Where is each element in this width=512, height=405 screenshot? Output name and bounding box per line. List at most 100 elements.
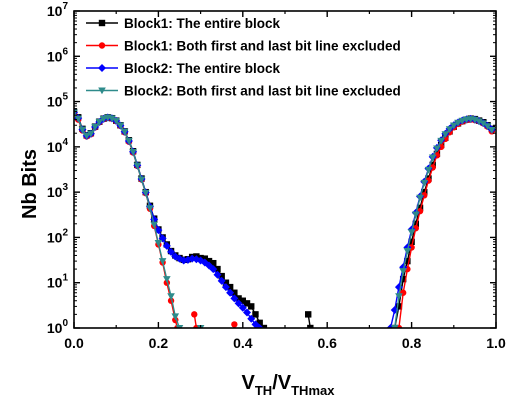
- series-3: [74, 108, 496, 328]
- x-tick-label: 0.8: [402, 335, 422, 351]
- data-point: [183, 255, 192, 264]
- data-point: [307, 324, 314, 328]
- data-point: [167, 247, 176, 256]
- data-point: [158, 258, 167, 265]
- data-point: [163, 276, 171, 283]
- series-line: [394, 117, 493, 328]
- y-tick-label: 104: [47, 137, 69, 155]
- x-axis-title: VTH/VTHmax: [242, 372, 336, 398]
- data-point: [407, 229, 416, 237]
- y-tick-label: 101: [47, 273, 69, 291]
- x-axis-title-mid: /V: [272, 372, 292, 394]
- data-point: [78, 126, 87, 134]
- x-axis-title-sub2: THmax: [291, 383, 335, 398]
- legend-marker: [98, 87, 106, 95]
- data-point: [428, 154, 437, 162]
- legend-item-2: Block1: Both first and last bit line exc…: [86, 39, 401, 54]
- data-point: [247, 314, 256, 323]
- x-tick-label: 0.4: [233, 335, 253, 351]
- data-point: [416, 204, 424, 212]
- data-point: [256, 319, 263, 327]
- data-point: [454, 119, 462, 127]
- x-tick-label: 1.0: [486, 335, 506, 351]
- y-tick-label: 103: [47, 182, 69, 200]
- data-point: [210, 259, 217, 267]
- legend-label: Block1: Both first and last bit line exc…: [124, 39, 401, 54]
- data-point: [74, 115, 83, 123]
- series-1: [74, 108, 495, 328]
- legend-item-4: Block2: Both first and last bit line exc…: [86, 84, 401, 99]
- legend-label: Block1: The entire block: [124, 16, 281, 31]
- data-point: [450, 122, 458, 130]
- data-point: [251, 320, 260, 328]
- legend-marker: [98, 42, 106, 49]
- data-point: [238, 303, 247, 312]
- series-4: [74, 109, 496, 328]
- data-point: [150, 221, 158, 229]
- data-point: [487, 127, 496, 134]
- data-point: [441, 131, 450, 139]
- data-point: [433, 145, 441, 153]
- y-tick-label: 107: [47, 1, 69, 19]
- y-tick-label: 102: [47, 227, 69, 245]
- data-point: [129, 148, 137, 156]
- data-point: [95, 118, 104, 126]
- legend-item-3: Block2: The entire block: [86, 61, 281, 76]
- data-point: [239, 297, 246, 304]
- y-tick-label: 100: [47, 318, 69, 336]
- data-point: [437, 137, 445, 145]
- data-point: [162, 241, 171, 250]
- series-line: [389, 118, 493, 328]
- data-point: [479, 120, 488, 128]
- axes-layer: 0.0 0.2 0.4 0.6 0.8 1.0 100 101 102 103 104 105 106 1…: [47, 1, 506, 351]
- x-axis-title-main: V: [242, 372, 256, 394]
- data-point: [141, 189, 150, 197]
- data-point: [217, 276, 226, 285]
- x-tick-label: 0.6: [317, 335, 337, 351]
- data-point: [416, 194, 424, 202]
- data-point: [235, 295, 242, 302]
- data-point: [234, 299, 243, 308]
- legend-item-1: Block1: The entire block: [86, 16, 281, 31]
- data-point: [445, 126, 454, 134]
- data-point: [108, 115, 116, 123]
- data-point: [167, 293, 175, 301]
- data-point: [221, 283, 230, 292]
- data-point: [226, 283, 234, 291]
- data-point: [399, 268, 407, 275]
- data-point: [82, 132, 91, 140]
- data-point: [146, 205, 154, 213]
- series-line: [74, 112, 179, 328]
- data-point: [154, 240, 163, 247]
- data-point: [137, 176, 146, 184]
- data-point: [408, 238, 415, 246]
- data-point: [483, 123, 492, 131]
- data-point: [222, 279, 230, 286]
- series-line: [74, 112, 181, 328]
- data-point: [395, 303, 403, 310]
- data-point: [133, 162, 142, 170]
- data-point: [205, 257, 213, 265]
- x-axis-title-sub1: TH: [255, 383, 272, 398]
- legend-label: Block2: The entire block: [124, 61, 281, 76]
- data-point: [99, 115, 108, 123]
- data-point: [191, 311, 198, 318]
- data-point: [404, 257, 411, 265]
- data-point: [475, 118, 483, 126]
- data-point: [255, 324, 264, 328]
- data-point: [87, 130, 95, 138]
- data-point: [412, 211, 420, 219]
- y-axis-title: Nb Bits: [19, 149, 41, 219]
- data-point: [243, 308, 252, 317]
- series-line: [394, 118, 493, 328]
- legend-label: Block2: Both first and last bit line exc…: [124, 84, 401, 99]
- data-point: [91, 123, 99, 131]
- data-point: [424, 166, 433, 174]
- y-tick-label: 105: [47, 92, 69, 110]
- data-point: [412, 220, 420, 227]
- data-point: [214, 265, 221, 273]
- data-point: [112, 117, 120, 125]
- legend: Block1: The entire block Block1: Both fir…: [86, 16, 401, 99]
- data-point: [243, 300, 251, 307]
- data-point: [260, 324, 268, 328]
